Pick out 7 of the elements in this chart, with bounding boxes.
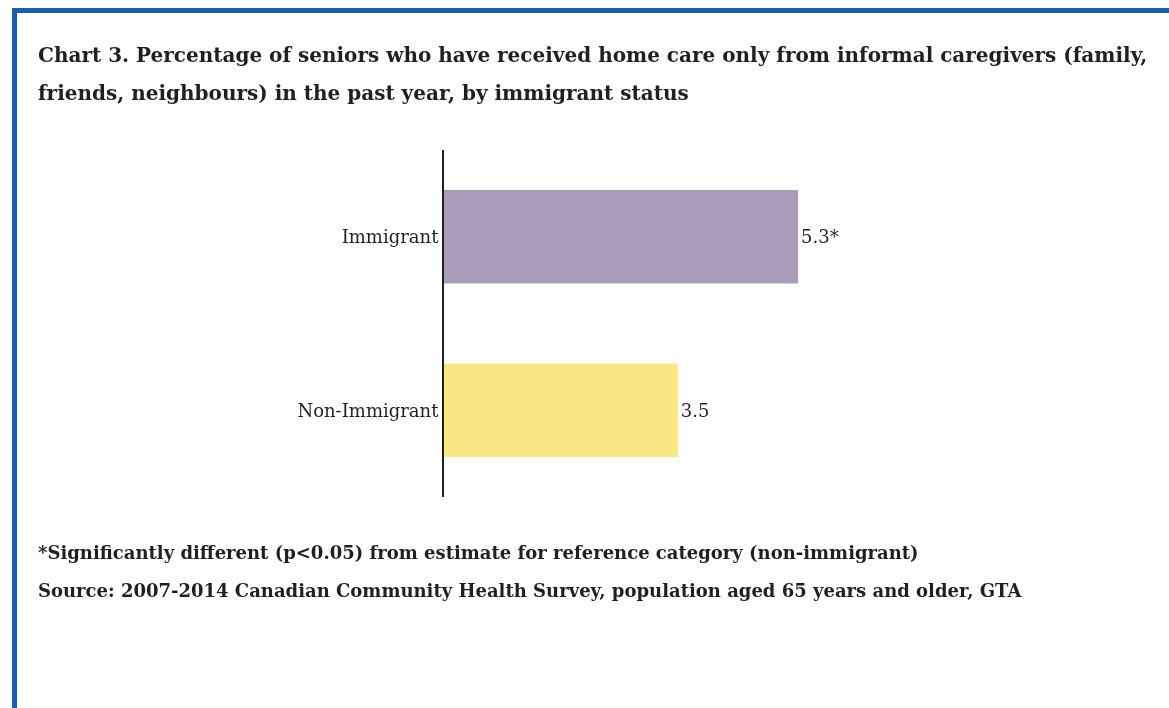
y-tick-label: Non-Immigrant bbox=[297, 399, 440, 421]
data-label: 5.3* bbox=[801, 226, 839, 248]
text: *Significantly different (p<0.05) from estimate for reference category (non-immigrant) bbox=[38, 542, 919, 563]
source-note: Source: 2007-2014 Canadian Community Health Survey, population aged 65 years and older, GTA bbox=[38, 580, 1022, 601]
data-label: 3.5 bbox=[680, 399, 710, 421]
y-tick-label: Immigrant bbox=[341, 226, 440, 248]
chart-title: Chart 3. Percentage of seniors who have received home care only from informal caregivers (family, friends, neighbours) in the past year, by immigrant status bbox=[38, 42, 1149, 107]
